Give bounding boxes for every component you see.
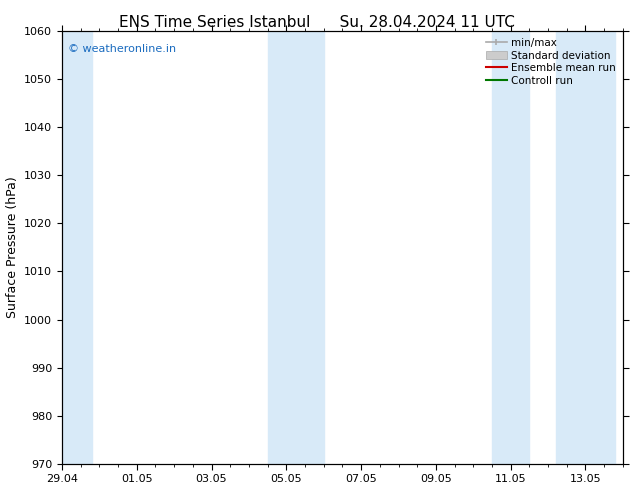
Bar	[268, 31, 324, 464]
Bar	[60, 31, 92, 464]
Legend: min/max, Standard deviation, Ensemble mean run, Controll run: min/max, Standard deviation, Ensemble me…	[484, 36, 618, 88]
Bar	[555, 31, 616, 464]
Text: ENS Time Series Istanbul      Su. 28.04.2024 11 UTC: ENS Time Series Istanbul Su. 28.04.2024 …	[119, 15, 515, 30]
Bar	[492, 31, 529, 464]
Text: © weatheronline.in: © weatheronline.in	[68, 44, 176, 54]
Y-axis label: Surface Pressure (hPa): Surface Pressure (hPa)	[6, 176, 18, 318]
